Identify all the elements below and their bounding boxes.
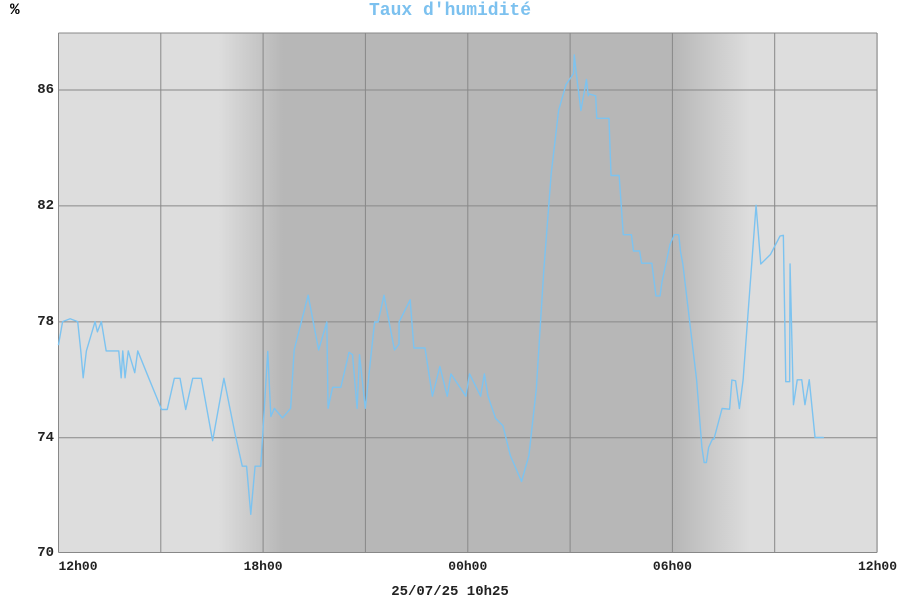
svg-text:86: 86 <box>37 82 54 98</box>
svg-text:12h00: 12h00 <box>858 559 897 574</box>
svg-text:12h00: 12h00 <box>59 559 98 574</box>
svg-text:25/07/25 10h25: 25/07/25 10h25 <box>391 584 509 600</box>
svg-text:18h00: 18h00 <box>244 559 283 574</box>
svg-text:%: % <box>10 1 20 19</box>
svg-text:Taux d'humidité: Taux d'humidité <box>369 1 531 21</box>
svg-text:78: 78 <box>37 314 54 330</box>
svg-text:74: 74 <box>37 430 54 446</box>
svg-text:06h00: 06h00 <box>653 559 692 574</box>
svg-text:70: 70 <box>37 545 54 561</box>
svg-text:00h00: 00h00 <box>448 559 487 574</box>
svg-text:82: 82 <box>37 198 54 214</box>
